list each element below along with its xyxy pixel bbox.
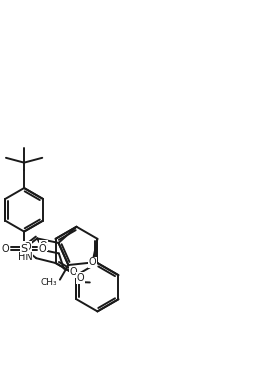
Text: O: O xyxy=(40,240,47,251)
Text: CH₃: CH₃ xyxy=(40,278,57,288)
Text: S: S xyxy=(20,244,28,254)
Text: O: O xyxy=(2,244,9,254)
Text: O: O xyxy=(24,242,31,252)
Text: HN: HN xyxy=(18,252,32,262)
Text: O: O xyxy=(76,273,84,283)
Text: O: O xyxy=(89,257,96,267)
Text: O: O xyxy=(39,244,46,254)
Text: O: O xyxy=(70,267,78,278)
